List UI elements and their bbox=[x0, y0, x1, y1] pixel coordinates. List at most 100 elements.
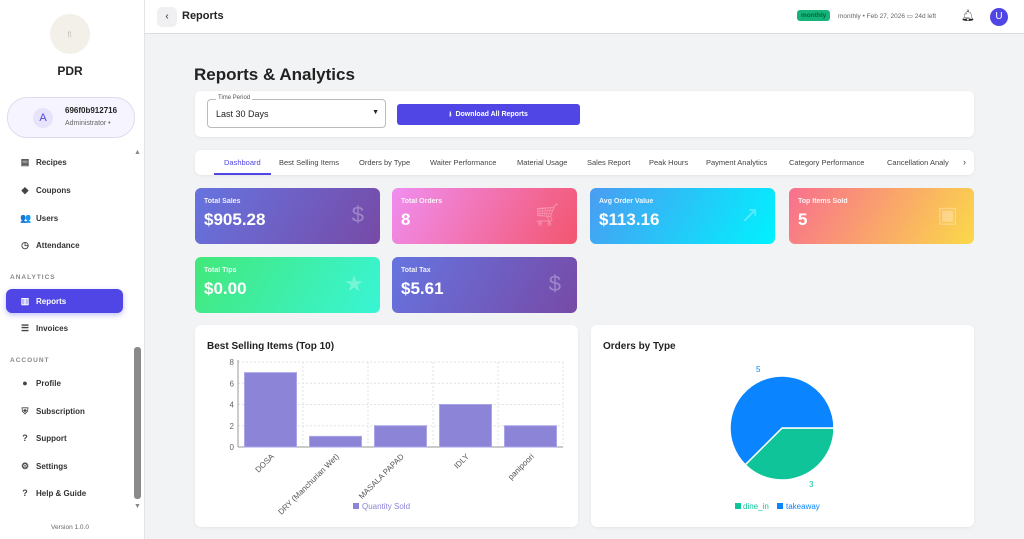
x-tick-label: MASALA PAPAD bbox=[357, 452, 406, 501]
trending-up-icon: ↗ bbox=[740, 202, 759, 227]
tab-material-usage[interactable]: Material Usage bbox=[517, 158, 568, 167]
bar bbox=[439, 404, 492, 448]
tab-category-performance[interactable]: Category Performance bbox=[789, 158, 865, 167]
label: Support bbox=[36, 433, 67, 443]
sidebar-item-subscription[interactable]: ⛨ Subscription bbox=[6, 399, 123, 423]
y-tick-label: 2 bbox=[230, 422, 235, 431]
slice-value-label: 3 bbox=[809, 480, 814, 489]
stat-card-total-tips: Total Tips $0.00 ★ bbox=[195, 257, 380, 313]
tab-waiter-performance[interactable]: Waiter Performance bbox=[430, 158, 497, 167]
person-icon: ● bbox=[22, 378, 28, 388]
sidebar-item-help-guide[interactable]: ? Help & Guide bbox=[6, 481, 123, 505]
tab-payment-analytics[interactable]: Payment Analytics bbox=[706, 158, 768, 167]
dollar-icon: $ bbox=[548, 271, 561, 296]
tab-cancellation-analy[interactable]: Cancellation Analy bbox=[887, 158, 949, 167]
label: Users bbox=[36, 213, 59, 223]
chart-icon: ▥ bbox=[20, 296, 30, 306]
orders-by-type-card: Orders by Type 3 dine_in 5 takeaway bbox=[591, 325, 974, 527]
tab-best-selling-items[interactable]: Best Selling Items bbox=[279, 158, 340, 167]
time-period-select[interactable]: Time Period Last 30 Days ▼ bbox=[207, 95, 386, 128]
y-tick-label: 8 bbox=[230, 358, 235, 367]
best-selling-chart-card: Best Selling Items (Top 10) 0 2 4 6 8 DOSA DRY… bbox=[195, 325, 578, 527]
stat-label: Avg Order Value bbox=[599, 198, 654, 205]
stat-card-total-tax: Total Tax $5.61 $ bbox=[392, 257, 577, 313]
sidebar-item-coupons[interactable]: ◆ Coupons bbox=[6, 178, 123, 202]
time-period-value: Last 30 Days bbox=[216, 109, 269, 119]
download-all-button[interactable]: ⭳ Download All Reports bbox=[397, 104, 580, 125]
section-account: ACCOUNT bbox=[10, 357, 50, 364]
stat-label: Total Tax bbox=[401, 267, 431, 274]
scroll-down-arrow[interactable]: ▼ bbox=[134, 503, 141, 510]
dollar-icon: $ bbox=[351, 202, 364, 227]
tag-icon: ◆ bbox=[21, 185, 29, 195]
bar bbox=[244, 372, 297, 448]
bell-icon[interactable]: 🔔︎ bbox=[961, 10, 975, 22]
label: Settings bbox=[36, 461, 68, 471]
sidebar-item-attendance[interactable]: ◷ Attendance bbox=[6, 233, 123, 257]
pie-slice-dine_in bbox=[744, 427, 835, 481]
tabs-scroll-right[interactable]: › bbox=[963, 157, 966, 167]
sidebar-item-support[interactable]: ? Support bbox=[6, 426, 123, 450]
stat-value: $905.28 bbox=[204, 210, 266, 229]
clock-icon: ◷ bbox=[21, 240, 29, 250]
list-icon: ☰ bbox=[20, 323, 30, 333]
sidebar-item-recipes[interactable]: ▤ Recipes bbox=[6, 150, 123, 174]
legend-label: takeaway bbox=[786, 502, 820, 511]
archive-icon: ▣ bbox=[937, 202, 958, 227]
sidebar-scrollbar[interactable] bbox=[134, 347, 141, 499]
label: Attendance bbox=[36, 240, 80, 250]
filter-card: Time Period Last 30 Days ▼ ⭳ Download Al… bbox=[195, 91, 974, 137]
pie-slice-takeaway bbox=[729, 375, 835, 466]
sidebar-item-settings[interactable]: ⚙ Settings bbox=[6, 454, 123, 478]
stat-value: 8 bbox=[401, 210, 411, 229]
download-icon: ⭳ bbox=[449, 111, 452, 118]
scroll-up-arrow[interactable]: ▲ bbox=[134, 149, 141, 156]
tabs-bar: › Dashboard Best Selling Items Orders by T… bbox=[195, 150, 974, 175]
version: Version 1.0.0 bbox=[51, 524, 89, 531]
tab-orders-by-type[interactable]: Orders by Type bbox=[359, 158, 411, 167]
stat-card-avg-order-value: Avg Order Value $113.16 ↗ bbox=[590, 188, 775, 244]
sidebar: 🍴 PDR A 696f0b912716 Administrator • ▲ ▤… bbox=[0, 0, 145, 539]
star-icon: ★ bbox=[344, 271, 364, 296]
label: Profile bbox=[36, 378, 61, 388]
legend-swatch bbox=[735, 503, 741, 509]
sidebar-item-invoices[interactable]: ☰ Invoices bbox=[6, 316, 123, 340]
x-tick-label: DOSA bbox=[254, 452, 277, 475]
sidebar-item-reports[interactable]: ▥ Reports bbox=[6, 289, 123, 313]
stat-card-total-sales: Total Sales $905.28 $ bbox=[195, 188, 380, 244]
x-tick-label: DRY (Manchurian Wet) bbox=[276, 452, 341, 517]
label: Help & Guide bbox=[36, 488, 87, 498]
help-icon: ? bbox=[22, 433, 28, 443]
label: Subscription bbox=[36, 406, 85, 416]
bar-chart: 0 2 4 6 8 DOSA DRY (Manchurian Wet) MASALA PAPA… bbox=[230, 358, 564, 517]
book-icon: ▤ bbox=[20, 157, 30, 167]
chart-title: Best Selling Items (Top 10) bbox=[207, 341, 335, 352]
shield-icon: ⛨ bbox=[21, 406, 29, 416]
legend-swatch bbox=[777, 503, 783, 509]
stat-value: $5.61 bbox=[401, 279, 444, 298]
page-header-title: Reports bbox=[182, 10, 224, 22]
top-bar: ‹ Reports monthly monthly • Feb 27, 2026… bbox=[145, 0, 1024, 34]
sidebar-item-profile[interactable]: ● Profile bbox=[6, 371, 123, 395]
legend-label: dine_in bbox=[743, 502, 769, 511]
y-tick-label: 4 bbox=[230, 401, 235, 410]
stat-card-total-orders: Total Orders 8 🛒︎ bbox=[392, 188, 577, 244]
bar bbox=[374, 425, 427, 448]
sidebar-item-users[interactable]: 👥 Users bbox=[6, 206, 123, 230]
users-icon: 👥 bbox=[20, 213, 32, 223]
tab-dashboard[interactable]: Dashboard bbox=[214, 150, 271, 175]
time-period-label: Time Period bbox=[216, 95, 253, 101]
section-analytics: ANALYTICS bbox=[10, 274, 56, 281]
y-tick-label: 6 bbox=[230, 379, 235, 388]
y-tick-label: 0 bbox=[230, 443, 235, 452]
x-tick-label: IDLY bbox=[452, 452, 471, 471]
user-avatar[interactable]: U bbox=[990, 8, 1008, 26]
tab-sales-report[interactable]: Sales Report bbox=[587, 158, 631, 167]
stat-card-top-items-sold: Top Items Sold 5 ▣ bbox=[789, 188, 974, 244]
back-button[interactable]: ‹ bbox=[157, 7, 177, 27]
stat-value: 5 bbox=[798, 210, 808, 229]
label: Coupons bbox=[36, 185, 71, 195]
tab-peak-hours[interactable]: Peak Hours bbox=[649, 158, 689, 167]
user-card[interactable]: A 696f0b912716 Administrator • bbox=[7, 97, 135, 138]
page-title: Reports & Analytics bbox=[194, 65, 355, 84]
